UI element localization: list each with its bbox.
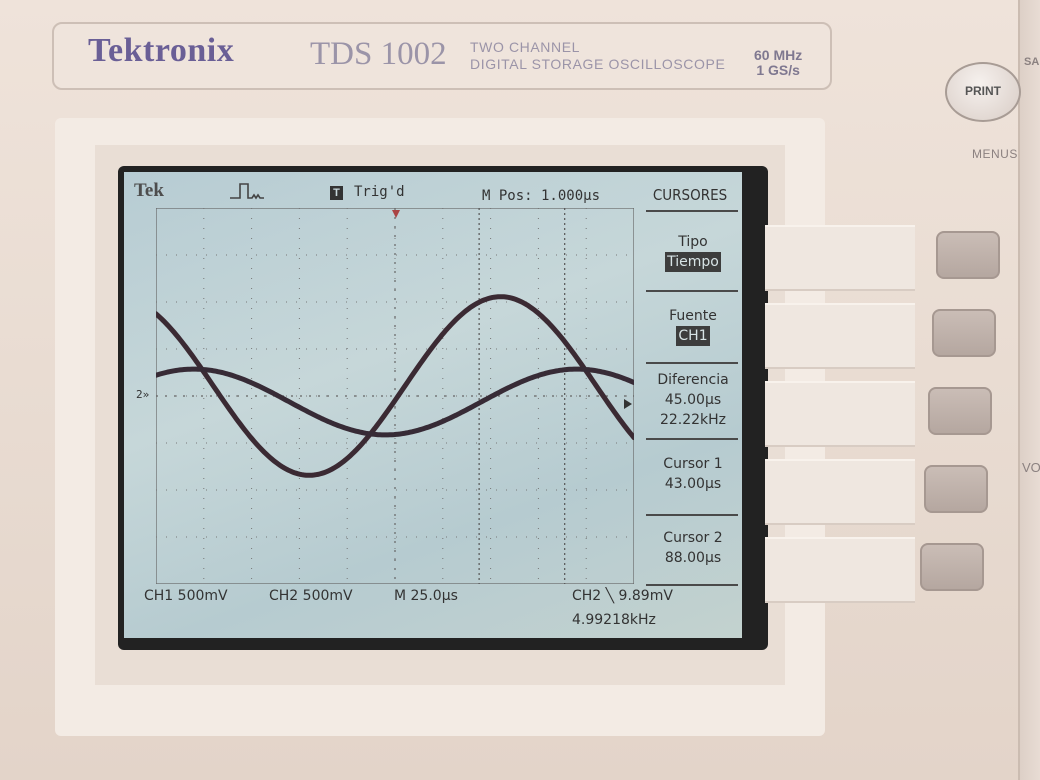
- menu-cursor2-label: Cursor 2: [663, 530, 723, 546]
- menu-button-1[interactable]: [936, 231, 1000, 279]
- menu-diferencia-label: Diferencia: [657, 372, 729, 388]
- print-button[interactable]: PRINT: [945, 62, 1021, 122]
- menu-separator: [646, 584, 738, 586]
- menu-cursor1-label: Cursor 1: [663, 456, 723, 472]
- trigger-icon: T: [330, 186, 343, 200]
- menu-tipo-value: Tiempo: [665, 252, 721, 272]
- menu-title: CURSORES: [652, 186, 728, 204]
- menu-cursor2-value: 88.00µs: [664, 550, 722, 566]
- graticule: [156, 208, 634, 584]
- menu-button-3[interactable]: [928, 387, 992, 435]
- ch1-waveform: [156, 294, 634, 478]
- spec-samplerate: 1 GS/s: [756, 62, 800, 78]
- save-label: SA: [1024, 56, 1040, 68]
- menu-tipo-label: Tipo: [678, 234, 708, 250]
- ch1-scale: CH1 500mV: [144, 588, 228, 604]
- model-desc-line2: DIGITAL STORAGE OSCILLOSCOPE: [470, 56, 726, 72]
- ch2-scale: CH2 500mV: [269, 588, 353, 604]
- menu-button-5[interactable]: [920, 543, 984, 591]
- menu-diferencia-value: 45.00µs: [664, 392, 722, 408]
- nameplate: Tektronix TDS 1002 TWO CHANNEL DIGITAL S…: [52, 22, 832, 90]
- button-ridge: [765, 537, 915, 603]
- menu-cursor1[interactable]: Cursor 1 43.00µs: [646, 454, 740, 494]
- ch2-waveform: [156, 366, 634, 438]
- tek-label: Tek: [134, 180, 164, 201]
- volts-label: VO: [1022, 460, 1040, 475]
- menu-separator: [646, 362, 738, 364]
- button-ridge: [765, 303, 915, 369]
- menu-fuente[interactable]: Fuente CH1: [646, 306, 740, 346]
- brand-logo: Tektronix: [88, 32, 235, 69]
- menu-button-4[interactable]: [924, 465, 988, 513]
- trigger-level-marker: [624, 399, 632, 409]
- grid: [156, 208, 634, 584]
- horizontal-position: M Pos: 1.000µs: [482, 188, 601, 204]
- trigger-status: Trig'd: [354, 184, 405, 200]
- menus-label: MENUS: [972, 147, 1018, 161]
- menu-diferencia: Diferencia 45.00µs 22.22kHz: [646, 370, 740, 430]
- spec-bandwidth: 60 MHz: [754, 47, 803, 63]
- model-number: TDS 1002: [310, 36, 447, 72]
- button-ridge: [765, 225, 915, 291]
- menu-separator: [646, 210, 738, 212]
- button-ridge: [765, 459, 915, 525]
- menu-cursor2[interactable]: Cursor 2 88.00µs: [646, 528, 740, 568]
- lcd-screen: Tek T Trig'd M Pos: 1.000µs 2» CURSORES …: [124, 172, 742, 638]
- frequency-readout: 4.99218kHz: [572, 612, 656, 628]
- menu-cursor1-value: 43.00µs: [664, 476, 722, 492]
- timebase: M 25.0µs: [394, 588, 458, 604]
- menu-separator: [646, 290, 738, 292]
- menu-separator: [646, 438, 738, 440]
- specs: 60 MHz 1 GS/s: [754, 48, 802, 78]
- menu-diferencia-freq: 22.22kHz: [659, 412, 727, 428]
- menu-fuente-value: CH1: [676, 326, 710, 346]
- trigger-position-marker: [392, 210, 400, 218]
- status-bar: CH1 500mV CH2 500mV M 25.0µs CH2 ╲ 9.89m…: [124, 586, 742, 638]
- model-desc-line1: TWO CHANNEL: [470, 39, 581, 55]
- channel-marker: 2»: [136, 388, 150, 401]
- right-control-panel: [1018, 0, 1040, 780]
- model-description: TWO CHANNEL DIGITAL STORAGE OSCILLOSCOPE: [470, 39, 725, 73]
- menu-fuente-label: Fuente: [669, 308, 717, 324]
- trigger-readout: CH2 ╲ 9.89mV: [572, 588, 673, 604]
- menu-separator: [646, 514, 738, 516]
- button-ridge: [765, 381, 915, 447]
- cursor-menu: CURSORES Tipo Tiempo Fuente CH1 Diferenc…: [642, 186, 742, 626]
- acquisition-icon: [230, 183, 264, 200]
- menu-button-2[interactable]: [932, 309, 996, 357]
- menu-tipo[interactable]: Tipo Tiempo: [646, 232, 740, 272]
